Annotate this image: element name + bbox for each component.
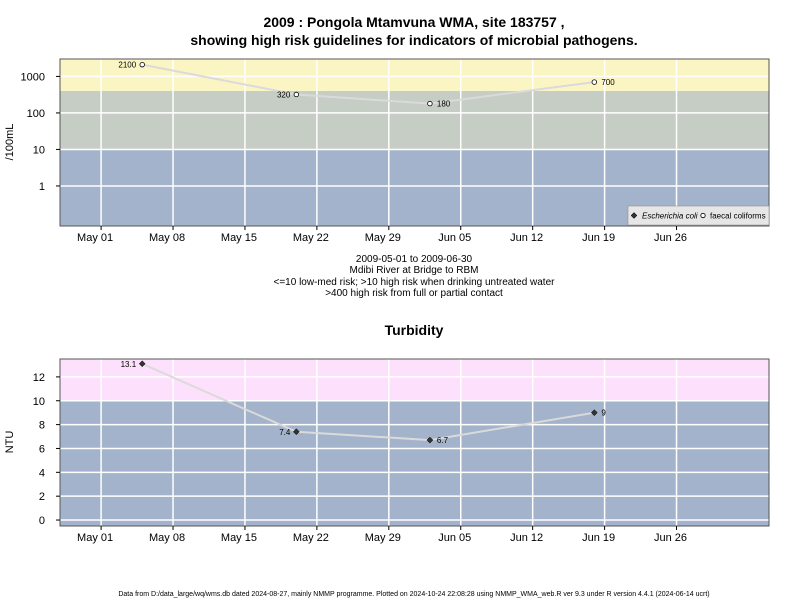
p2-xtick-label-2: May 15 [221, 532, 257, 544]
microbial-caption: 2009-05-01 to 2009-06-30 Mdibi River at … [274, 254, 556, 299]
legend-ecoli-label: Escherichia coli [642, 212, 698, 221]
p2-point-2 [426, 436, 434, 444]
p2-xtick-label-6: Jun 12 [510, 532, 543, 544]
p1-point-2 [427, 100, 433, 107]
microbial-plot-frame [59, 58, 770, 227]
p1-xtick-label-8: Jun 26 [654, 232, 687, 244]
p2-xtick-label-8: Jun 26 [654, 532, 687, 544]
p2-band-0 [60, 400, 769, 526]
p1-point-3 [591, 79, 598, 85]
p1-ytick-label-0: 1 [39, 181, 45, 193]
p2-point-label-0: 13.1 [121, 360, 137, 369]
caption-site-name: Mdibi River at Bridge to RBM [350, 265, 479, 276]
turbidity-series: 13.1 7.4 6.7 9 [121, 360, 607, 445]
p2-ytick-label-0: 0 [39, 515, 45, 527]
legend-faecal-label: faecal coliforms [710, 212, 766, 221]
p2-point-1 [292, 428, 300, 436]
turbidity-chart-title: Turbidity [385, 322, 444, 338]
p2-xtick-label-7: Jun 19 [582, 532, 615, 544]
p1-xtick-label-2: May 15 [221, 232, 257, 244]
microbial-risk-bands [60, 59, 769, 226]
p1-point-0 [139, 61, 145, 68]
p1-ytick-label-3: 1000 [21, 71, 45, 83]
p1-point-label-3: 700 [601, 78, 615, 87]
p1-band-1 [60, 90, 769, 150]
p1-xtick-label-7: Jun 19 [582, 232, 615, 244]
turbidity-y-axis: 0 2 4 6 8 10 12 [33, 372, 60, 527]
microbial-y-axis-label: /100mL [4, 124, 16, 161]
p2-ytick-label-5: 10 [33, 396, 45, 408]
p1-xtick-label-6: Jun 12 [510, 232, 543, 244]
p1-point-label-0: 2100 [118, 61, 136, 70]
p2-ytick-label-2: 4 [39, 467, 45, 479]
legend-box [627, 205, 770, 226]
microbial-gridlines [60, 59, 769, 226]
p1-xtick-label-5: Jun 05 [438, 232, 471, 244]
caption-drinking-guideline: <=10 low-med risk; >10 high risk when dr… [274, 277, 556, 288]
turbidity-y-axis-label: NTU [4, 431, 16, 454]
microbial-x-axis: May 01 May 08 May 15 May 22 May 29 Jun 05 Jun … [77, 226, 687, 244]
p1-ytick-label-1: 10 [33, 144, 45, 156]
footer-provenance: Data from D:/data_large/wq/wms.db dated … [118, 591, 709, 598]
p1-xtick-label-1: May 08 [149, 232, 185, 244]
p2-point-0 [138, 360, 146, 368]
p2-point-3 [590, 409, 598, 417]
microbial-y-axis: 1 10 100 1000 [21, 71, 60, 193]
p1-point-label-2: 180 [437, 100, 451, 109]
p1-series-line [142, 63, 595, 105]
legend-ecoli-marker [630, 212, 638, 219]
p2-xtick-label-0: May 01 [77, 532, 113, 544]
p2-xtick-label-1: May 08 [149, 532, 185, 544]
p2-point-label-1: 7.4 [279, 428, 291, 437]
caption-contact-guideline: >400 high risk from full or partial cont… [325, 288, 503, 299]
microbial-chart: 2009 : Pongola Mtamvuna WMA, site 183757… [4, 14, 770, 299]
turbidity-plot-frame [59, 358, 770, 527]
p2-band-1 [60, 359, 769, 401]
turbidity-x-axis: May 01 May 08 May 15 May 22 May 29 Jun 05 Jun … [77, 526, 687, 544]
p2-xtick-label-4: May 29 [365, 532, 401, 544]
turbidity-risk-bands [60, 359, 769, 526]
p2-ytick-label-3: 6 [39, 443, 45, 455]
p2-point-label-3: 9 [601, 409, 606, 418]
p2-ytick-label-1: 2 [39, 491, 45, 503]
p1-ytick-label-2: 100 [27, 108, 45, 120]
p2-xtick-label-3: May 22 [293, 532, 329, 544]
legend-faecal-marker [700, 212, 706, 219]
p1-point-label-1: 320 [277, 90, 291, 99]
p1-band-2 [60, 59, 769, 91]
turbidity-gridlines [60, 359, 769, 526]
p1-xtick-label-4: May 29 [365, 232, 401, 244]
p2-xtick-label-5: Jun 05 [438, 532, 471, 544]
p1-point-1 [293, 91, 300, 98]
microbial-chart-title-line-2: showing high risk guidelines for indicat… [190, 32, 637, 48]
p1-xtick-label-0: May 01 [77, 232, 113, 244]
p2-series-line [141, 362, 595, 442]
microbial-legend: Escherichia coli faecal coliforms [627, 205, 770, 226]
p2-ytick-label-4: 8 [39, 420, 45, 432]
p2-ytick-label-6: 12 [33, 372, 45, 384]
p2-point-label-2: 6.7 [437, 436, 449, 445]
microbial-chart-title-line-1: 2009 : Pongola Mtamvuna WMA, site 183757… [263, 14, 564, 30]
p1-xtick-label-3: May 22 [293, 232, 329, 244]
caption-date-range: 2009-05-01 to 2009-06-30 [356, 254, 473, 265]
microbial-series: 2100 320 180 700 [118, 61, 615, 109]
